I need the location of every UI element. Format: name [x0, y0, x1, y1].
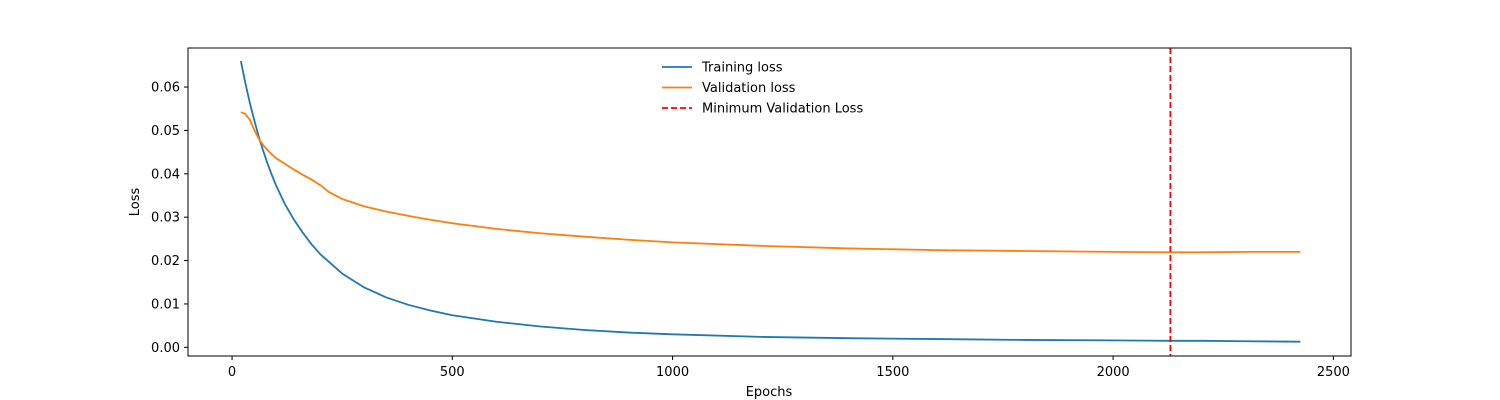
plot-frame: [187, 47, 1352, 357]
legend-label: Minimum Validation Loss: [702, 102, 863, 117]
x-tick-label: 500: [440, 365, 465, 380]
y-tick-label: 0.01: [151, 297, 180, 312]
x-tick-label: 0: [228, 365, 236, 380]
legend: Training loss Validation loss Minimum Vali…: [662, 61, 863, 117]
x-axis-title: Epochs: [746, 385, 793, 400]
y-axis-title: Loss: [128, 188, 143, 217]
x-tick-label: 2500: [1317, 365, 1350, 380]
y-tick-label: 0.06: [151, 81, 180, 96]
x-tick-label: 2000: [1097, 365, 1130, 380]
y-tick-label: 0.03: [151, 211, 180, 226]
y-tick-label: 0.04: [151, 167, 180, 182]
y-tick-label: 0.00: [151, 341, 180, 356]
legend-label: Training loss: [701, 61, 783, 76]
series-line-2: [240, 111, 1301, 254]
y-axis: 0.00 0.01 0.02 0.03 0.04 0.05 0.06: [151, 81, 188, 356]
x-tick-label: 1000: [656, 365, 689, 380]
series-layer: [239, 48, 1301, 356]
legend-label: Validation loss: [702, 81, 796, 96]
y-tick-label: 0.05: [151, 124, 180, 139]
x-tick-label: 1500: [876, 365, 909, 380]
x-axis: 0 500 1000 1500 2000 2500: [228, 356, 1350, 380]
y-tick-label: 0.02: [151, 254, 180, 269]
series-line-1: [239, 60, 1301, 343]
